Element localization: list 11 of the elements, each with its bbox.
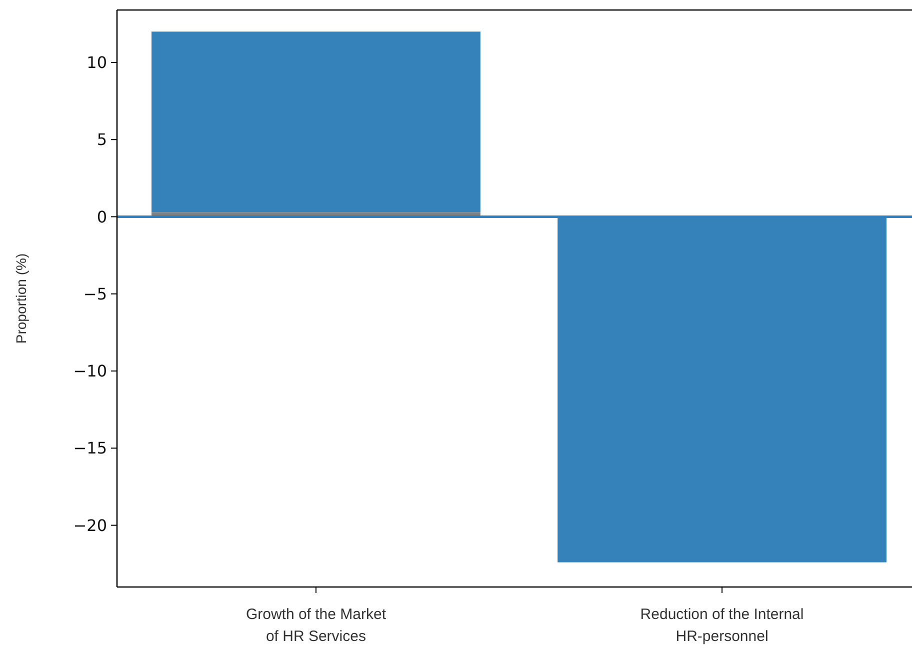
y-axis-title: Proportion (%) (13, 253, 29, 344)
x-tick-label: Reduction of the Internal HR-personnel (640, 606, 804, 645)
y-tick-label: 0 (96, 207, 107, 226)
y-tick-label: −15 (73, 438, 107, 458)
y-tick-label: −5 (83, 284, 107, 304)
x-tick-label: Growth of the Market of HR Services (246, 606, 387, 645)
y-tick-label: 5 (96, 130, 107, 150)
bar (152, 32, 480, 212)
y-tick-label: −10 (73, 362, 107, 381)
y-tick-label: 10 (86, 53, 107, 72)
y-tick-label: −20 (73, 516, 107, 535)
